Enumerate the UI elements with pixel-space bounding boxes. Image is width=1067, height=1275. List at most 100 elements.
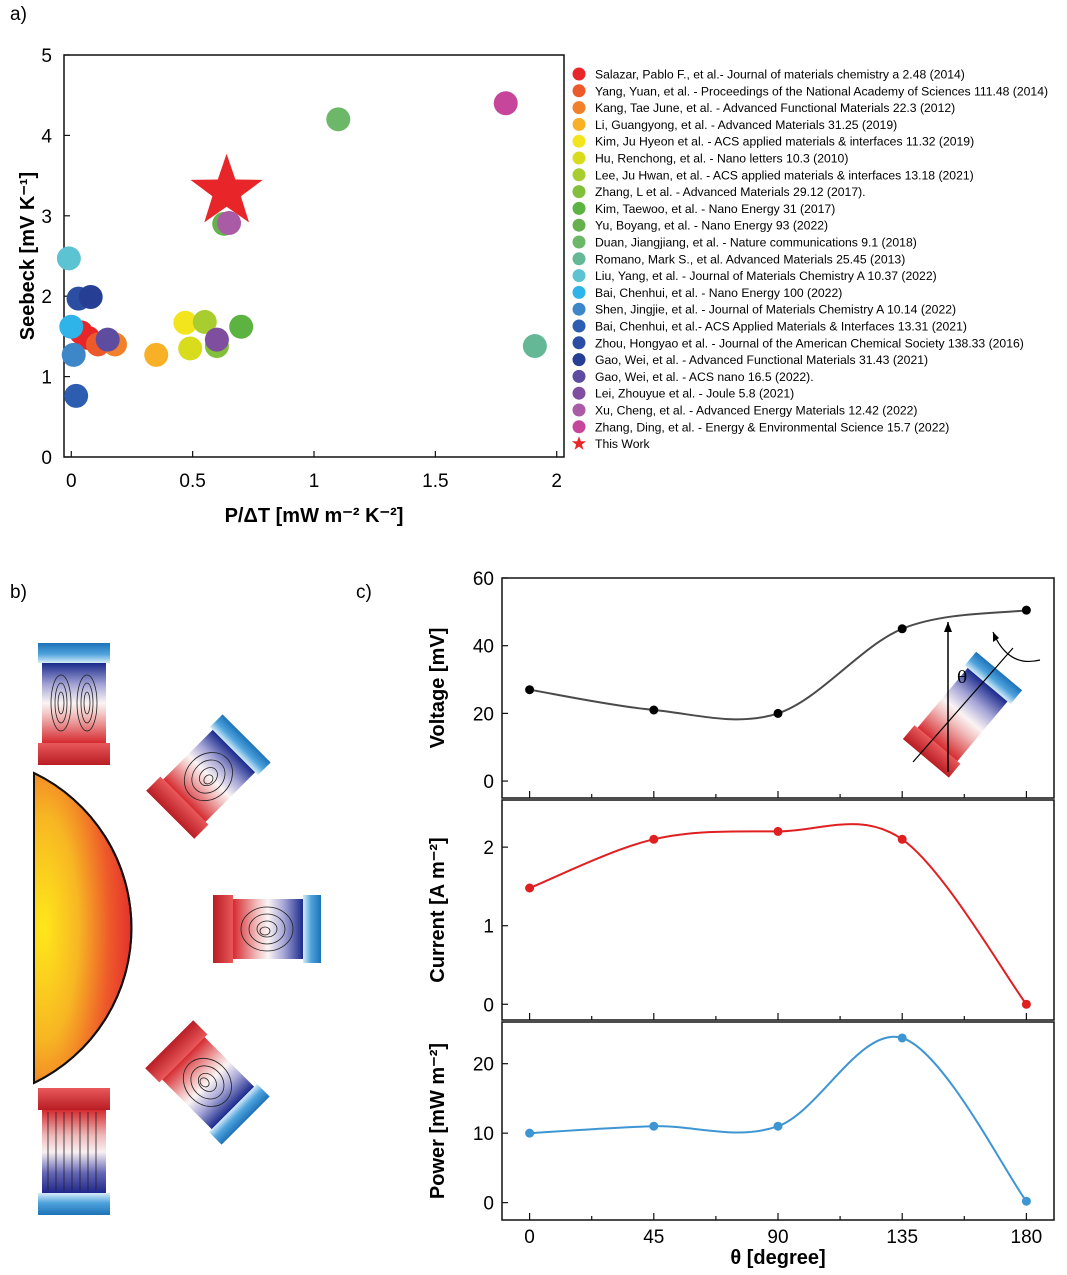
panel-b-schematic bbox=[33, 642, 322, 1215]
scatter-point bbox=[493, 91, 518, 116]
legend-entry: Bai, Chenhui, et al.- ACS Applied Materi… bbox=[595, 320, 967, 334]
legend-marker bbox=[572, 319, 586, 333]
legend-marker bbox=[572, 285, 586, 299]
scatter-point bbox=[173, 310, 198, 335]
y-tick-label: 0 bbox=[483, 1194, 494, 1215]
legend-entry: Duan, Jiangjiang, et al. - Nature commun… bbox=[595, 236, 917, 250]
scatter-point bbox=[95, 327, 120, 352]
y-tick-label: 5 bbox=[41, 46, 52, 67]
series-point bbox=[1021, 605, 1031, 615]
y-tick-label: 1 bbox=[483, 917, 494, 938]
power-subplot: 0 10 20 Power [mW m⁻²] bbox=[427, 1021, 1055, 1221]
series-point bbox=[525, 1128, 535, 1138]
legend-marker bbox=[572, 403, 586, 417]
legend-entry: Hu, Renchong, et al. - Nano letters 10.3… bbox=[595, 152, 848, 166]
legend-entry: Zhang, Ding, et al. - Energy & Environme… bbox=[595, 420, 949, 434]
series-point bbox=[773, 1121, 783, 1131]
series-point bbox=[897, 1033, 907, 1043]
teg-cell-90 bbox=[212, 894, 322, 964]
legend-marker bbox=[572, 134, 586, 148]
heat-source-semicircle bbox=[33, 771, 133, 1085]
panel-a-scatter-chart: 0 0.5 1 1.5 2 0 1 2 3 4 5 P/ΔT [mW m⁻² K⁻²] Seebe… bbox=[17, 46, 1048, 527]
series-point bbox=[773, 708, 783, 718]
y-tick-label: 0 bbox=[41, 448, 52, 469]
series-point bbox=[525, 883, 535, 893]
legend-star-marker bbox=[571, 436, 587, 450]
legend-marker bbox=[572, 420, 586, 434]
legend-marker bbox=[572, 201, 586, 215]
this-work-star-point bbox=[190, 153, 263, 223]
theta-tick-label: 180 bbox=[1011, 1227, 1043, 1248]
y-tick-label: 0 bbox=[483, 995, 494, 1016]
legend-entry: Zhou, Hongyao et al. - Journal of the Am… bbox=[595, 336, 1024, 350]
series-point bbox=[1021, 999, 1031, 1009]
legend-marker bbox=[572, 353, 586, 367]
subplot-frame bbox=[501, 1021, 1055, 1221]
legend-entry: Romano, Mark S., et al. Advanced Materia… bbox=[595, 252, 905, 266]
subplot-y-label: Voltage [mV] bbox=[427, 628, 449, 749]
y-tick-label: 4 bbox=[41, 126, 52, 147]
legend-entry: Zhang, L et al. - Advanced Materials 29.… bbox=[595, 185, 866, 199]
series-line bbox=[529, 1035, 1028, 1202]
legend-entry: This Work bbox=[595, 437, 651, 451]
series-point bbox=[773, 826, 783, 836]
scatter-point bbox=[204, 327, 229, 352]
panel-b-label: b) bbox=[10, 582, 27, 603]
legend-marker bbox=[572, 336, 586, 350]
y-tick-label: 2 bbox=[41, 287, 52, 308]
y-tick-label: 20 bbox=[473, 704, 494, 725]
legend-marker bbox=[572, 369, 586, 383]
x-tick-label: 0 bbox=[66, 471, 77, 492]
legend-marker bbox=[572, 218, 586, 232]
y-axis-label: Seebeck [mV K⁻¹] bbox=[17, 172, 39, 340]
theta-inset-symbol: θ bbox=[957, 668, 967, 688]
series-point bbox=[1021, 1196, 1031, 1206]
legend-entry: Bai, Chenhui, et al. - Nano Energy 100 (… bbox=[595, 286, 842, 300]
legend-marker bbox=[572, 151, 586, 165]
series-point bbox=[897, 834, 907, 844]
legend-marker bbox=[572, 117, 586, 131]
legend-entry: Xu, Cheng, et al. - Advanced Energy Mate… bbox=[595, 404, 917, 418]
scatter-point bbox=[59, 314, 84, 339]
y-tick-label: 1 bbox=[41, 368, 52, 389]
panel-c-line-charts: 0 20 40 60 Voltage [mV] 0 1 2 Current [A m⁻²] 0… bbox=[427, 569, 1055, 1269]
legend-entry: Kim, Taewoo, et al. - Nano Energy 31 (20… bbox=[595, 202, 835, 216]
legend-entry: Gao, Wei, et al. - ACS nano 16.5 (2022). bbox=[595, 370, 814, 384]
legend-marker bbox=[572, 235, 586, 249]
legend-entry: Kang, Tae June, et al. - Advanced Functi… bbox=[595, 101, 955, 115]
x-tick-label: 0.5 bbox=[179, 471, 205, 492]
theta-axis-ticks: 0 45 90 135 180 bbox=[524, 1227, 1042, 1248]
legend-entry: Lei, Zhouyue et al. - Joule 5.8 (2021) bbox=[595, 387, 794, 401]
x-tick-label: 1 bbox=[309, 471, 320, 492]
y-tick-label: 60 bbox=[473, 569, 494, 590]
theta-tick-label: 90 bbox=[767, 1227, 788, 1248]
scatter-point bbox=[217, 211, 242, 236]
scatter-point bbox=[61, 342, 86, 367]
x-tick-label: 1.5 bbox=[422, 471, 448, 492]
theta-tick-label: 45 bbox=[643, 1227, 664, 1248]
scatter-point bbox=[192, 309, 217, 334]
legend-entry: Gao, Wei, et al. - Advanced Functional M… bbox=[595, 353, 928, 367]
data-points bbox=[56, 91, 547, 408]
legend-entry: Liu, Yang, et al. - Journal of Materials… bbox=[595, 269, 937, 283]
scatter-point bbox=[229, 314, 254, 339]
legend-marker bbox=[572, 101, 586, 115]
series-line bbox=[529, 823, 1028, 1005]
legend-entry: Yu, Boyang, et al. - Nano Energy 93 (202… bbox=[595, 219, 828, 233]
y-tick-label: 10 bbox=[473, 1124, 494, 1145]
scatter-point bbox=[64, 383, 89, 408]
y-tick-label: 20 bbox=[473, 1055, 494, 1076]
scatter-point bbox=[178, 336, 203, 361]
legend-marker bbox=[572, 67, 586, 81]
y-tick-label: 40 bbox=[473, 637, 494, 658]
voltage-subplot: 0 20 40 60 Voltage [mV] bbox=[427, 569, 1055, 799]
series-point bbox=[649, 705, 659, 715]
legend-marker bbox=[572, 185, 586, 199]
scatter-point bbox=[56, 246, 81, 271]
theta-tick-label: 135 bbox=[886, 1227, 918, 1248]
teg-cell-top bbox=[37, 642, 111, 766]
plot-frame bbox=[63, 54, 565, 458]
legend-entry: Salazar, Pablo F., et al.- Journal of ma… bbox=[595, 68, 965, 82]
teg-cell-180 bbox=[38, 1088, 110, 1215]
